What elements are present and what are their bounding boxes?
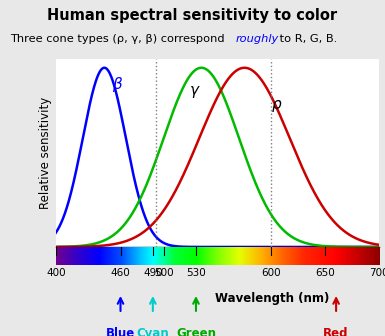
Text: Red: Red bbox=[323, 327, 349, 336]
Text: to R, G, B.: to R, G, B. bbox=[276, 34, 338, 44]
Text: 490: 490 bbox=[143, 268, 163, 278]
Text: 600: 600 bbox=[262, 268, 281, 278]
Text: Cyan: Cyan bbox=[136, 327, 169, 336]
Y-axis label: Relative sensitivity: Relative sensitivity bbox=[38, 97, 52, 209]
Text: 500: 500 bbox=[154, 268, 173, 278]
Text: 460: 460 bbox=[110, 268, 131, 278]
Text: Blue: Blue bbox=[106, 327, 135, 336]
Text: 400: 400 bbox=[46, 268, 65, 278]
Text: 700: 700 bbox=[370, 268, 385, 278]
Text: 650: 650 bbox=[315, 268, 335, 278]
Text: roughly: roughly bbox=[236, 34, 279, 44]
Text: Wavelength (nm): Wavelength (nm) bbox=[215, 292, 330, 305]
Text: $\beta$: $\beta$ bbox=[112, 75, 123, 94]
Text: 530: 530 bbox=[186, 268, 206, 278]
Text: Three cone types (ρ, γ, β) correspond: Three cone types (ρ, γ, β) correspond bbox=[10, 34, 228, 44]
Text: $\rho$: $\rho$ bbox=[271, 98, 283, 114]
Text: Green: Green bbox=[176, 327, 216, 336]
Text: Human spectral sensitivity to color: Human spectral sensitivity to color bbox=[47, 8, 338, 24]
Text: $\gamma$: $\gamma$ bbox=[189, 84, 201, 100]
